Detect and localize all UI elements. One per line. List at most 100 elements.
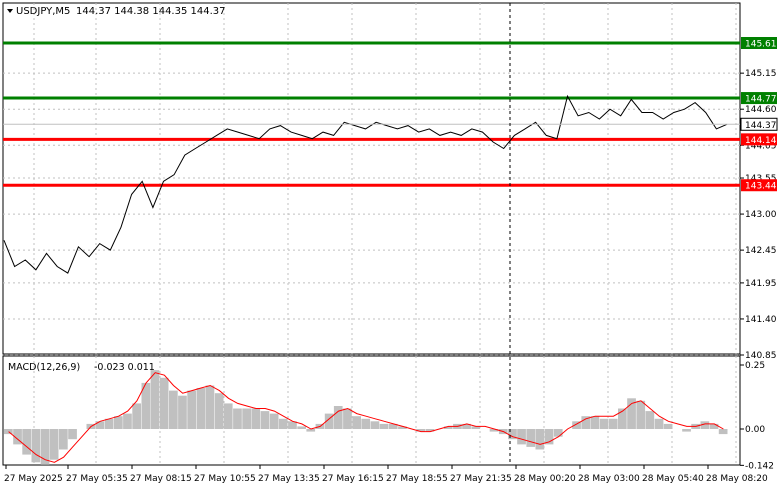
level-tag-label: 145.61 [745, 40, 777, 50]
x-tick-label: 27 May 16:15 [322, 474, 384, 484]
macd-histogram-bar [608, 418, 618, 429]
macd-histogram-bar [361, 418, 371, 429]
y-tick-label: 142.45 [745, 246, 777, 256]
level-tag-bg [741, 92, 777, 105]
macd-histogram-bar [599, 418, 609, 429]
macd-title: MACD(12,26,9) [8, 362, 80, 373]
x-tick-label: 27 May 10:55 [194, 474, 256, 484]
price-tags: 145.61 144.77 144.14 143.44 144.37 [740, 37, 778, 192]
macd-histogram-bar [22, 429, 31, 455]
macd-histogram-bar [251, 408, 261, 429]
y-tick-label: 141.40 [745, 315, 777, 325]
macd-histogram-bar [214, 393, 224, 429]
macd-layer [4, 370, 728, 465]
macd-histogram-bar [416, 429, 426, 432]
macd-histogram-bar [572, 421, 581, 429]
macd-histogram-bar [205, 385, 215, 429]
macd-histogram-bar [150, 370, 160, 429]
macd-histogram-bar [269, 413, 279, 429]
y-tick-label: 141.95 [745, 279, 777, 289]
macd-histogram-bar [159, 377, 169, 429]
macd-histogram-bar [196, 388, 206, 429]
macd-histogram-bar [141, 382, 151, 429]
macd-y-tick-label: 0.25 [745, 361, 765, 371]
level-tag-label: 144.14 [745, 136, 777, 146]
macd-histogram-bar [123, 413, 132, 429]
macd-histogram-bar [13, 429, 22, 445]
macd-histogram-bar [132, 403, 141, 429]
dropdown-triangle-icon[interactable] [7, 9, 13, 13]
macd-histogram-bar [187, 390, 196, 429]
y-tick-label: 143.00 [745, 210, 777, 220]
y-tick-label: 144.05 [745, 141, 777, 151]
current-price-tag-bg [740, 117, 778, 131]
macd-histogram-bar [306, 429, 316, 432]
x-tick-label: 28 May 03:00 [578, 474, 640, 484]
macd-signal-line [8, 372, 724, 463]
macd-histogram-bar [709, 423, 719, 429]
macd-histogram-bar [242, 408, 251, 429]
macd-histogram-bar [581, 416, 591, 429]
x-tick-label: 27 May 2025 [4, 474, 63, 484]
macd-axis: 0.25 0.00 -0.142 [740, 361, 774, 471]
x-tick-label: 28 May 08:20 [706, 474, 768, 484]
macd-plot-frame [2, 355, 741, 466]
macd-histogram-bar [260, 411, 270, 429]
levels [3, 41, 740, 187]
macd-histogram-bar [535, 429, 545, 450]
level-tag-label: 144.77 [745, 95, 777, 105]
x-tick-label: 27 May 21:35 [450, 474, 512, 484]
macd-histogram-bar [388, 423, 398, 429]
macd-histogram-bar [324, 413, 334, 429]
macd-histogram-bar [425, 429, 435, 432]
macd-histogram-bar [352, 416, 361, 429]
macd-histogram-bar [169, 390, 178, 429]
y-tick-label: 145.15 [745, 69, 777, 79]
macd-histogram-bar [663, 423, 673, 429]
macd-histogram-bar [288, 421, 297, 429]
symbol-label: USDJPY,M5 [16, 6, 70, 17]
macd-histogram-bar [233, 408, 242, 429]
macd-histogram-bar [114, 416, 123, 429]
current-price-tag-label: 144.37 [745, 121, 777, 131]
macd-histogram-bar [462, 423, 471, 429]
macd-histogram-bar [343, 408, 352, 429]
macd-histogram-bar [618, 408, 627, 429]
level-tag-label: 143.44 [745, 182, 777, 192]
macd-histogram-bar [645, 411, 655, 429]
macd-y-tick-label: 0.00 [745, 425, 765, 435]
macd-histogram-bar [104, 418, 114, 429]
macd-histogram-bar [700, 421, 710, 429]
macd-histogram-bar [178, 395, 187, 429]
macd-y-tick-label: -0.142 [745, 461, 774, 471]
level-tag-bg [741, 133, 777, 146]
price-series-line [3, 94, 728, 274]
macd-histogram-bar [553, 429, 563, 437]
macd-histogram-bar [682, 429, 691, 432]
y-tick-label: 140.85 [745, 351, 777, 361]
macd-histogram-bar [654, 418, 664, 429]
macd-histogram-bar [508, 429, 517, 440]
macd-histogram-bar [40, 429, 50, 465]
macd-histogram-bar [370, 421, 380, 429]
macd-histogram-bar [544, 429, 554, 445]
y-axis: 145.15 144.60 144.05 143.55 143.00 142.45 141.… [740, 69, 777, 361]
main-grid [3, 3, 740, 356]
macd-histogram-bar [31, 429, 41, 463]
macd-histogram-bar [49, 429, 59, 460]
macd-histogram-bar [68, 429, 77, 440]
macd-histogram-bar [590, 416, 600, 429]
macd-histogram-bar [398, 426, 407, 429]
x-tick-label: 28 May 00:20 [514, 474, 576, 484]
macd-histogram-bar [517, 429, 526, 445]
y-tick-label: 143.55 [745, 174, 777, 184]
macd-histogram-bar [718, 429, 728, 435]
x-tick-label: 27 May 08:15 [130, 474, 192, 484]
x-tick-label: 27 May 13:35 [258, 474, 320, 484]
x-tick-label: 28 May 05:40 [642, 474, 704, 484]
macd-histogram-bar [471, 426, 481, 429]
macd-values: -0.023 0.011 [94, 362, 155, 373]
x-tick-label: 27 May 18:55 [386, 474, 448, 484]
price-layer [3, 94, 740, 274]
